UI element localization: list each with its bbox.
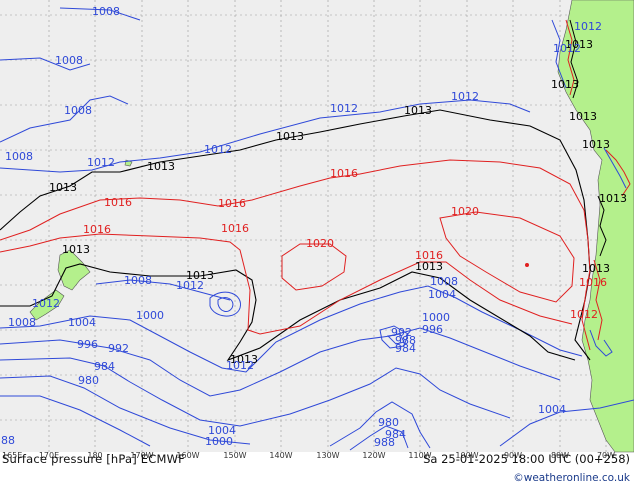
isobar-label: 88 bbox=[1, 434, 15, 447]
isobar-label: 988 bbox=[374, 436, 395, 449]
isobar-label: 1013 bbox=[565, 38, 593, 51]
isobar-label: 1000 bbox=[205, 435, 233, 448]
isobar-label: 1013 bbox=[599, 192, 627, 205]
isobar-label: 1013 bbox=[147, 160, 175, 173]
isobar-label: 1004 bbox=[68, 316, 96, 329]
isobar-label: 1016 bbox=[83, 223, 111, 236]
source-credit[interactable]: ©weatheronline.co.uk bbox=[513, 472, 630, 484]
isobar-label: 1013 bbox=[276, 130, 304, 143]
longitude-tick-label: 170W bbox=[130, 451, 153, 460]
longitude-tick-label: 140W bbox=[269, 451, 292, 460]
isobar-label: 1008 bbox=[55, 54, 83, 67]
isobar-label: 1016 bbox=[218, 197, 246, 210]
isobar-label: 1004 bbox=[428, 288, 456, 301]
longitude-tick-labels: 165E 170E 180 170W 160W 150W 140W 130W 120W 110W 1… bbox=[2, 451, 615, 460]
land bbox=[29, 0, 634, 453]
isobars-high bbox=[0, 159, 591, 351]
map-title: Surface pressure [hPa] ECMWF bbox=[2, 452, 185, 466]
isobar-label: 1012 bbox=[553, 42, 581, 55]
isobar-label: 1020 bbox=[306, 237, 334, 250]
isobar-label: 1012 bbox=[570, 308, 598, 321]
isobar-label: 1016 bbox=[104, 196, 132, 209]
sea-background bbox=[0, 0, 634, 452]
isobar-label: 1016 bbox=[579, 276, 607, 289]
longitude-tick-label: 70W bbox=[597, 451, 615, 460]
isobar-label: 1000 bbox=[136, 309, 164, 322]
isobar-label: 1012 bbox=[204, 143, 232, 156]
isobar-label: 1013 bbox=[582, 138, 610, 151]
isobar-label: 984 bbox=[395, 342, 416, 355]
isobar-label: 1004 bbox=[208, 424, 236, 437]
longitude-tick-label: 130W bbox=[316, 451, 339, 460]
isobar-label: 1013 bbox=[415, 260, 443, 273]
isobar-label: 996 bbox=[77, 338, 98, 351]
south-america-land bbox=[557, 0, 634, 453]
isobar-label: 992 bbox=[108, 342, 129, 355]
isobar-label: 992 bbox=[391, 326, 412, 339]
isobar-label: 1000 bbox=[422, 311, 450, 324]
isobar-label: 1008 bbox=[430, 275, 458, 288]
new-zealand-north-land bbox=[57, 249, 91, 291]
isobar-label: 1008 bbox=[64, 104, 92, 117]
isobar-label: 1013 bbox=[551, 78, 579, 91]
isobars-low bbox=[0, 7, 634, 451]
longitude-tick-label: 120W bbox=[362, 451, 385, 460]
isobar-label: 1013 bbox=[62, 243, 90, 256]
isobar-label: 1012 bbox=[226, 359, 254, 372]
longitude-tick-label: 100W bbox=[455, 451, 478, 460]
isobar-label: 1013 bbox=[404, 104, 432, 117]
longitude-tick-label: 165E bbox=[2, 451, 22, 460]
longitude-tick-label: 90W bbox=[504, 451, 522, 460]
isobar-label: 1012 bbox=[574, 20, 602, 33]
isobar-label: 1012 bbox=[176, 279, 204, 292]
isobar-label: 996 bbox=[422, 323, 443, 336]
isobar-label: 1008 bbox=[5, 150, 33, 163]
forecast-date: Sa 25-01-2025 18:00 UTC (00+258) bbox=[423, 452, 630, 466]
new-zealand-south-land bbox=[29, 289, 65, 321]
isobar-label: 1016 bbox=[415, 249, 443, 262]
andes-isobar-clutter bbox=[565, 19, 631, 357]
isobar-label: 1012 bbox=[32, 297, 60, 310]
isobar-label: 988 bbox=[395, 334, 416, 347]
isobar-label: 1013 bbox=[582, 262, 610, 275]
isobar-label: 984 bbox=[385, 428, 406, 441]
isobar-label: 1016 bbox=[221, 222, 249, 235]
longitude-tick-label: 170E bbox=[39, 451, 59, 460]
isobar-label: 1013 bbox=[49, 181, 77, 194]
isobar-label: 980 bbox=[378, 416, 399, 429]
isobar-label: 1008 bbox=[8, 316, 36, 329]
longitude-tick-label: 80W bbox=[551, 451, 569, 460]
isobar-label: 1016 bbox=[330, 167, 358, 180]
isobar-label: 984 bbox=[94, 360, 115, 373]
isobar-label: 980 bbox=[78, 374, 99, 387]
longitude-tick-label: 150W bbox=[223, 451, 246, 460]
isobar-label: 1004 bbox=[538, 403, 566, 416]
isobar-label: 1012 bbox=[451, 90, 479, 103]
isobar-label: 1013 bbox=[186, 269, 214, 282]
longitude-tick-label: 110W bbox=[408, 451, 431, 460]
isobar-label: 1012 bbox=[330, 102, 358, 115]
isobar-label: 1008 bbox=[124, 274, 152, 287]
isobar-label: 1013 bbox=[569, 110, 597, 123]
isobar-label: 1020 bbox=[451, 205, 479, 218]
longitude-tick-label: 180 bbox=[87, 451, 102, 460]
isobar-label: 1012 bbox=[87, 156, 115, 169]
isobar-label: 1008 bbox=[92, 5, 120, 18]
isobar-label: 1013 bbox=[230, 353, 258, 366]
longitude-tick-label: 160W bbox=[176, 451, 199, 460]
